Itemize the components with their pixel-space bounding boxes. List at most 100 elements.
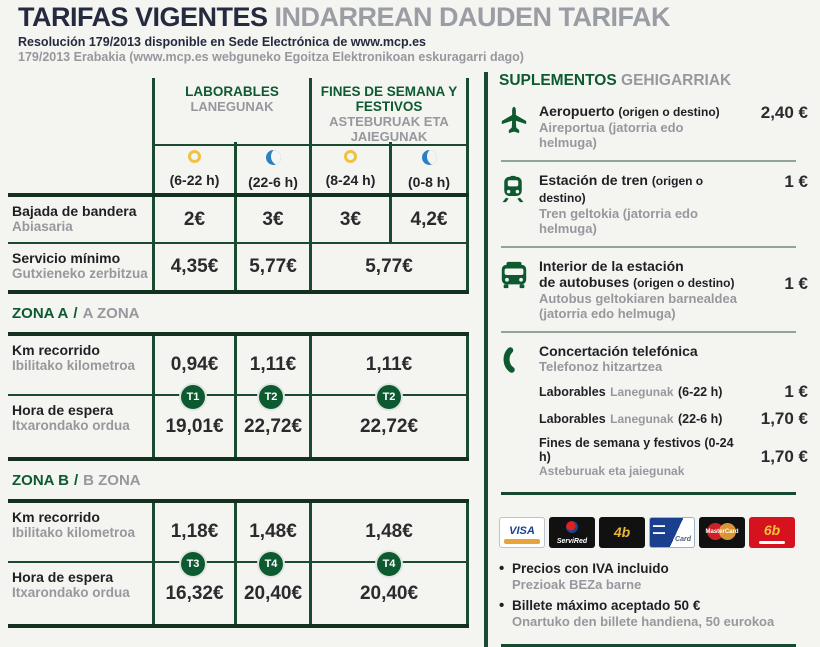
note-iva: Precios con IVA incluido Prezioak BEZa b… bbox=[499, 560, 808, 593]
zone-title-separator: / bbox=[73, 304, 78, 322]
zone-title-es: ZONA A bbox=[12, 304, 69, 322]
card-label: VISA bbox=[509, 525, 535, 537]
supplement-label-es: Estación de tren bbox=[539, 172, 648, 188]
rate-price: 1,70 € bbox=[760, 447, 808, 466]
rate-label-eu: Lanegunak bbox=[610, 385, 674, 399]
supplements-title: SUPLEMENTOS GEHIGARRIAK bbox=[499, 72, 808, 90]
row-label-es: Km recorrido bbox=[12, 342, 100, 358]
rate-price: 1,70 € bbox=[760, 409, 808, 428]
phone-rate-row: Laborables Lanegunak (6-22 h) 1 € bbox=[539, 382, 808, 402]
fare-value: 1,18€ bbox=[152, 503, 234, 561]
time-col-night-weekend: (0-8 h) bbox=[389, 142, 469, 193]
time-col-day-weekday: (6-22 h) bbox=[152, 142, 234, 193]
card-label: MasterCard bbox=[705, 529, 739, 535]
zone-title-eu: A ZONA bbox=[82, 304, 140, 322]
tariff-badge-t2: T2 bbox=[259, 385, 283, 409]
tariff-badge-t4: T4 bbox=[259, 552, 283, 576]
phone-rate-row: Laborables Lanegunak (22-6 h) 1,70 € bbox=[539, 409, 808, 429]
row-label: Km recorrido Ibilitako kilometroa bbox=[8, 336, 152, 394]
rate-label-es: Fines de semana y festivos (0-24 h) bbox=[539, 436, 734, 464]
tariff-badge-t1: T1 bbox=[181, 385, 205, 409]
group-weekends: FINES DE SEMANA Y FESTIVOS ASTEBURUAK ET… bbox=[309, 78, 469, 146]
phone-icon bbox=[499, 343, 539, 375]
supplement-label-eu-line1: Autobus geltokiaren barnealdea bbox=[539, 291, 737, 306]
time-header-spacer bbox=[8, 142, 152, 193]
table-row-servicio: Servicio mínimo Gutxieneko zerbitzua 4,3… bbox=[8, 244, 469, 290]
hours-label: (0-8 h) bbox=[408, 174, 450, 190]
table-time-header: (6-22 h) (22-6 h) (8-24 h) (0-8 h) bbox=[8, 142, 469, 197]
card-stripe bbox=[504, 539, 540, 544]
rate-label-es: Laborables bbox=[539, 412, 606, 426]
fare-value: 5,77€ bbox=[309, 244, 469, 290]
moon-icon bbox=[265, 150, 281, 165]
group-weekends-eu: ASTEBURUAK ETA JAIEGUNAK bbox=[329, 114, 449, 144]
rate-price: 1 € bbox=[784, 382, 808, 401]
phone-rate-row: Fines de semana y festivos (0-24 h) Asteb… bbox=[539, 436, 808, 478]
thick-divider bbox=[501, 492, 796, 495]
row-label: Hora de espera Itxarondako ordua bbox=[8, 563, 152, 624]
zone-title-separator: / bbox=[73, 471, 79, 489]
row-label-eu: Itxarondako ordua bbox=[12, 418, 130, 433]
zone-a-title: ZONA A / A ZONA bbox=[8, 294, 469, 332]
card-circle-orange bbox=[719, 523, 736, 540]
zone-title-es: ZONA B bbox=[12, 471, 69, 489]
supplement-text: Aeropuerto (origen o destino) Aireportua… bbox=[539, 103, 744, 150]
card-emblem bbox=[566, 521, 578, 533]
row-label-eu: Ibilitako kilometroa bbox=[12, 525, 136, 540]
euro6000-card-logo: 6b bbox=[749, 517, 795, 548]
row-label-eu: Itxarondako ordua bbox=[12, 585, 130, 600]
payment-cards-row: VISA ServiRed 4b ▬▬ ▬▬ Card MasterCard 6b bbox=[499, 517, 808, 548]
supplement-text: Concertación telefónica Telefonoz hitzar… bbox=[539, 343, 808, 478]
row-label: Servicio mínimo Gutxieneko zerbitzua bbox=[8, 244, 152, 290]
rate-label-eu: Asteburuak eta jaiegunak bbox=[539, 464, 685, 478]
row-label-eu: Ibilitako kilometroa bbox=[12, 358, 136, 373]
mastercard-logo: MasterCard bbox=[699, 517, 745, 548]
subtitle-basque: 179/2013 Erabakia (www.mcp.es webguneko … bbox=[18, 50, 524, 64]
page-title: TARIFAS VIGENTES INDARREAN DAUDEN TARIFA… bbox=[18, 2, 808, 32]
row-label-es: Bajada de bandera bbox=[12, 203, 137, 219]
rate-label-eu: Lanegunak bbox=[610, 412, 674, 426]
supplement-label-paren: (origen o destino) bbox=[539, 174, 704, 205]
zone-a-block: Km recorrido Ibilitako kilometroa 0,94€ … bbox=[8, 332, 469, 461]
tariff-badge-t2-weekend: T2 bbox=[377, 385, 401, 409]
4b-card-logo: 4b bbox=[599, 517, 645, 548]
bus-icon bbox=[499, 258, 539, 290]
title-spanish: TARIFAS VIGENTES bbox=[18, 2, 268, 32]
table-row-km-b: Km recorrido Ibilitako kilometroa 1,18€ … bbox=[8, 503, 469, 563]
supplement-train: Estación de tren (origen o destino) Tren… bbox=[499, 172, 808, 236]
supplement-text: Interior de la estación de autobuses (or… bbox=[539, 258, 744, 321]
zone-b-block: Km recorrido Ibilitako kilometroa 1,18€ … bbox=[8, 499, 469, 628]
note-max-bill: Billete máximo aceptado 50 € Onartuko de… bbox=[499, 597, 808, 630]
supplement-price: 1 € bbox=[784, 172, 808, 191]
fare-value: 1,11€ bbox=[234, 336, 309, 394]
servired-card-logo: ServiRed bbox=[549, 517, 595, 548]
row-label-es: Km recorrido bbox=[12, 509, 100, 525]
table-group-header: LABORABLES LANEGUNAK FINES DE SEMANA Y F… bbox=[8, 78, 469, 146]
row-label-eu: Gutxieneko zerbitzua bbox=[12, 266, 148, 281]
supplement-airport: Aeropuerto (origen o destino) Aireportua… bbox=[499, 103, 808, 150]
rate-hours: (6-22 h) bbox=[677, 385, 723, 399]
hours-label: (22-6 h) bbox=[248, 174, 298, 190]
supplements-panel: SUPLEMENTOS GEHIGARRIAK Aeropuerto (orig… bbox=[484, 72, 808, 647]
train-icon bbox=[499, 172, 539, 204]
supplements-title-es: SUPLEMENTOS bbox=[499, 72, 617, 89]
group-weekdays: LABORABLES LANEGUNAK bbox=[152, 78, 309, 146]
supplement-label-es-line2: de autobuses bbox=[539, 274, 630, 290]
sun-icon bbox=[344, 150, 357, 163]
card-label: 6b bbox=[763, 522, 781, 538]
group-weekends-es: FINES DE SEMANA Y FESTIVOS bbox=[320, 84, 458, 114]
fare-value: 22,72€ bbox=[309, 396, 469, 457]
fare-value: 3€ bbox=[309, 197, 389, 242]
row-label-es: Hora de espera bbox=[12, 402, 114, 418]
group-weekdays-es: LABORABLES bbox=[185, 84, 279, 99]
card-label: ServiRed bbox=[556, 538, 588, 545]
note-eu: Prezioak BEZa barne bbox=[512, 577, 642, 592]
table-row-espera-a: Hora de espera Itxarondako ordua 19,01€ … bbox=[8, 396, 469, 457]
fare-value: 1,11€ bbox=[309, 336, 469, 394]
row-label-es: Hora de espera bbox=[12, 569, 114, 585]
table-row-bajada: Bajada de bandera Abiasaria 2€ 3€ 3€ 4,2… bbox=[8, 197, 469, 244]
supplement-label-es: Concertación telefónica bbox=[539, 343, 698, 359]
note-es: Precios con IVA incluido bbox=[512, 561, 669, 576]
row-label-es: Servicio mínimo bbox=[12, 250, 121, 266]
